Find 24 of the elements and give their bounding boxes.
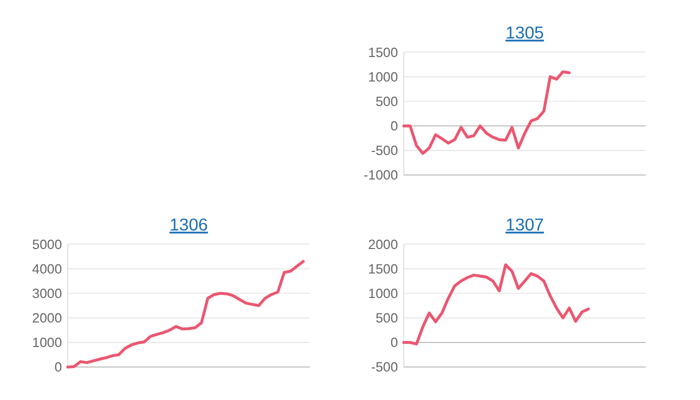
line-series — [402, 263, 590, 346]
y-tick-label: 0 — [390, 335, 398, 350]
line-series — [66, 260, 305, 368]
y-tick-label: 3000 — [32, 286, 62, 302]
y-tick-label: 500 — [376, 310, 398, 326]
y-tick-label: 2000 — [368, 236, 398, 252]
chart-title: 1305 — [506, 22, 544, 43]
y-tick-label: 1000 — [368, 69, 398, 84]
y-tick-label: -1000 — [364, 168, 398, 183]
y-tick-label: 0 — [54, 360, 62, 375]
chart-title: 1306 — [170, 214, 208, 235]
y-tick-label: 5000 — [32, 236, 62, 252]
y-tick-label: 500 — [376, 94, 398, 110]
y-tick-label: 1500 — [368, 44, 398, 60]
y-tick-label: 2000 — [32, 310, 62, 326]
y-tick-label: -500 — [371, 143, 398, 158]
y-tick-label: 0 — [390, 118, 398, 134]
y-tick-label: 1000 — [32, 335, 62, 350]
line-series — [402, 70, 571, 155]
y-tick-label: 1000 — [368, 286, 398, 302]
y-tick-label: 1500 — [368, 261, 398, 276]
y-tick-label: 4000 — [32, 261, 62, 276]
y-tick-label: -500 — [371, 360, 398, 375]
chart-title: 1307 — [506, 214, 544, 235]
